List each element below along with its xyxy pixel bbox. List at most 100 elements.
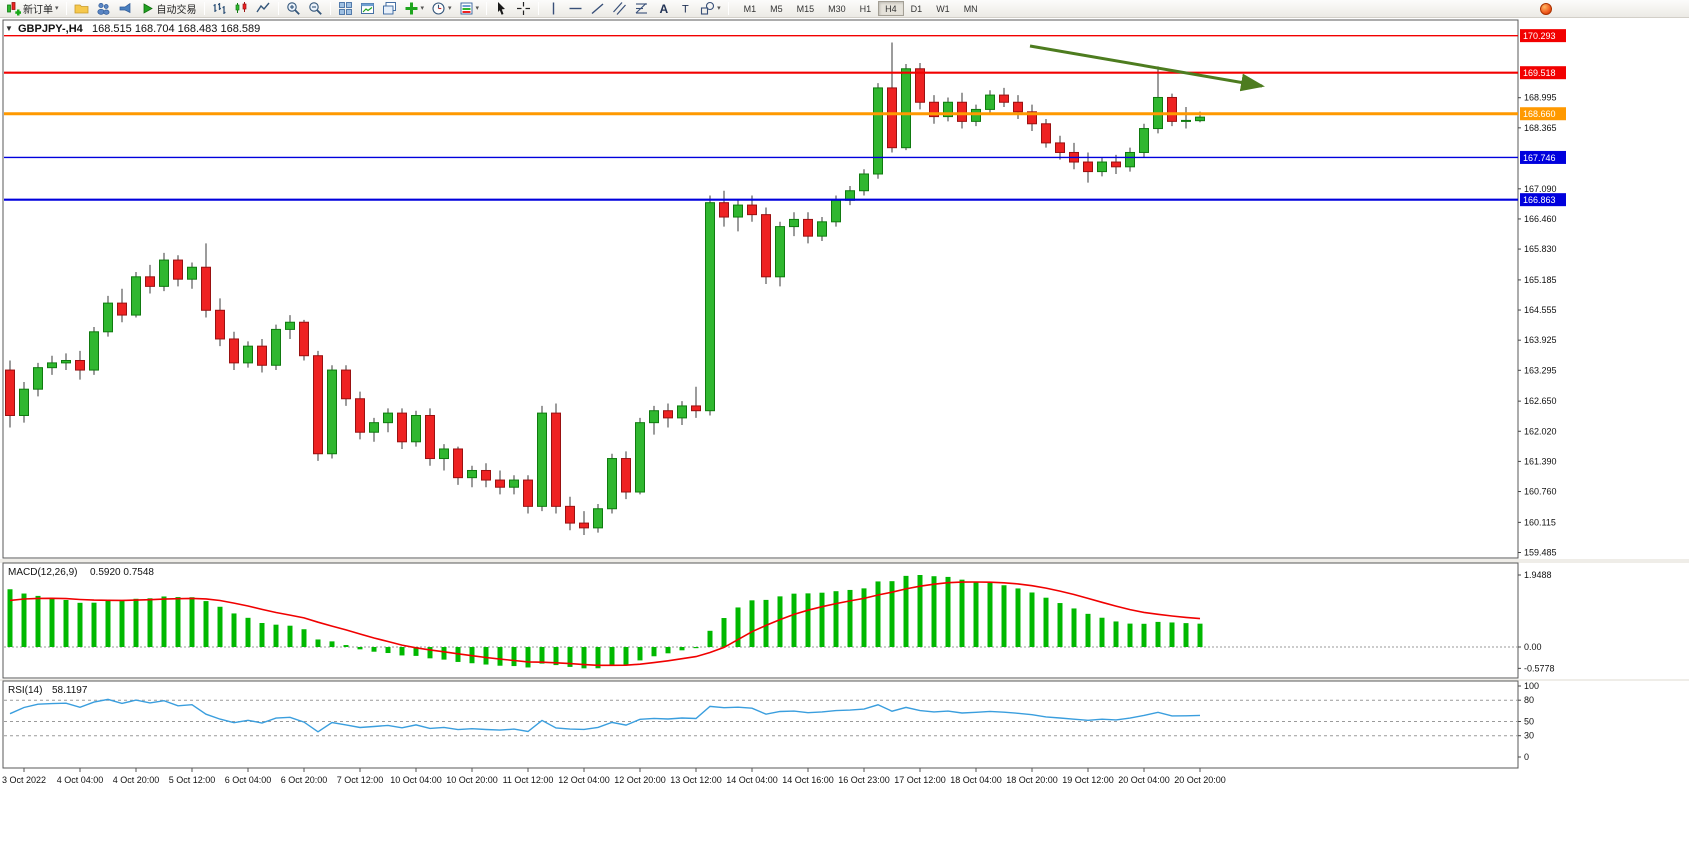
macd-bar — [1015, 588, 1021, 647]
tile-windows-button[interactable] — [335, 1, 356, 17]
chart-line-button[interactable] — [253, 1, 274, 17]
macd-bar — [749, 600, 755, 647]
candle-body — [439, 448, 449, 460]
candle-body — [1167, 96, 1177, 122]
main-chart-panel[interactable] — [2, 19, 1519, 559]
autotrading-icon — [143, 3, 153, 14]
rsi-panel[interactable] — [2, 680, 1519, 769]
vertical-line-button[interactable] — [543, 1, 564, 17]
macd-bar — [805, 593, 811, 647]
time-label: 12 Oct 04:00 — [558, 775, 610, 785]
candle-body — [551, 412, 561, 507]
crosshair-button[interactable] — [513, 1, 534, 17]
macd-bar — [889, 581, 895, 647]
signals-button[interactable] — [115, 1, 136, 17]
macd-bar — [679, 647, 685, 651]
price-badge-label: 170.293 — [1523, 31, 1556, 41]
chart-title: GBPJPY-,H4 — [18, 23, 84, 35]
timeframe-button-d1[interactable]: D1 — [904, 1, 930, 16]
autotrading-button[interactable]: 自动交易 — [137, 1, 200, 17]
macd-bar — [539, 647, 545, 664]
candle-body — [1097, 161, 1107, 173]
candle-body — [75, 359, 85, 371]
candle-body — [453, 448, 463, 479]
time-label: 20 Oct 20:00 — [1174, 775, 1226, 785]
market-button[interactable] — [71, 1, 92, 17]
price-tick-label: 162.020 — [1524, 426, 1557, 436]
connection-status-icon[interactable] — [1540, 3, 1552, 15]
zoom-out-icon — [308, 2, 322, 15]
candle-body — [859, 173, 869, 192]
timeframe-button-m5[interactable]: M5 — [763, 1, 790, 16]
panel-splitter[interactable] — [0, 679, 1689, 681]
candle-body — [89, 331, 99, 371]
macd-bar — [1197, 623, 1203, 647]
chart-bars-button[interactable] — [209, 1, 230, 17]
candle-body — [159, 259, 169, 287]
timeframe-button-m1[interactable]: M1 — [737, 1, 764, 16]
label-icon: T — [682, 4, 689, 16]
candle-body — [397, 412, 407, 443]
zoom-out-button[interactable] — [305, 1, 326, 17]
toolbar-separator — [65, 2, 67, 15]
new-chart-button[interactable] — [357, 1, 378, 17]
candle-body — [691, 405, 701, 412]
candle-body — [509, 479, 519, 488]
trend-arrow[interactable] — [1029, 44, 1265, 92]
macd-bar — [665, 647, 671, 654]
community-button[interactable] — [93, 1, 114, 17]
macd-bar — [399, 647, 405, 656]
period-button[interactable]: ▾ — [428, 1, 455, 17]
macd-bar — [903, 575, 909, 647]
zoom-in-icon — [286, 2, 300, 15]
price-badge-label: 169.518 — [1523, 68, 1556, 78]
fibonacci-button[interactable] — [631, 1, 652, 17]
time-label: 11 Oct 12:00 — [503, 775, 554, 785]
candle-body — [677, 405, 687, 419]
candle-body — [887, 87, 897, 149]
chart-stage[interactable]: 170.293 169.518 168.660 167.746 166.863 168.9… — [0, 18, 1689, 857]
timeframe-button-mn[interactable]: MN — [957, 1, 985, 16]
macd-bar — [525, 647, 531, 668]
timeframe-button-m15[interactable]: M15 — [790, 1, 822, 16]
chart-line-icon — [255, 2, 270, 13]
channel-button[interactable] — [609, 1, 630, 17]
horizontal-line-button[interactable] — [565, 1, 586, 17]
timeframe-button-h1[interactable]: H1 — [853, 1, 879, 16]
candle-body — [355, 398, 365, 433]
macd-bar — [259, 622, 265, 647]
templates-button[interactable]: ▾ — [456, 1, 483, 17]
candle-body — [537, 412, 547, 507]
price-tick-label: 160.760 — [1524, 487, 1557, 497]
add-indicator-button[interactable]: ▾ — [401, 1, 428, 17]
price-badge — [1520, 150, 1566, 164]
panel-splitter[interactable] — [0, 559, 1689, 563]
timeframe-button-m30[interactable]: M30 — [821, 1, 853, 16]
macd-panel[interactable] — [2, 562, 1519, 679]
time-label: 20 Oct 04:00 — [1118, 775, 1170, 785]
collapse-chart-icon[interactable]: ▼ — [5, 24, 13, 33]
text-button[interactable]: A — [653, 1, 674, 17]
candle-body — [817, 221, 827, 237]
candle-body — [957, 101, 967, 122]
new-order-button[interactable]: 新订单 ▾ — [3, 1, 62, 17]
zoom-in-button[interactable] — [283, 1, 304, 17]
timeframe-button-w1[interactable]: W1 — [929, 1, 957, 16]
macd-bar — [175, 597, 181, 647]
cursor-button[interactable] — [491, 1, 512, 17]
macd-bar — [119, 601, 125, 647]
macd-bar — [1113, 621, 1119, 647]
macd-bar — [735, 607, 741, 647]
chart-candles-button[interactable] — [231, 1, 252, 17]
candle-body — [257, 345, 267, 366]
label-button[interactable]: T — [675, 1, 696, 17]
period-clock-icon — [432, 2, 445, 15]
shapes-button[interactable]: ▾ — [697, 1, 724, 17]
macd-bar — [721, 618, 727, 647]
macd-bar — [273, 624, 279, 647]
chart-profiles-button[interactable] — [379, 1, 400, 17]
timeframe-button-h4[interactable]: H4 — [878, 1, 904, 16]
macd-bar — [819, 592, 825, 647]
trendline-button[interactable] — [587, 1, 608, 17]
candle-body — [313, 355, 323, 455]
